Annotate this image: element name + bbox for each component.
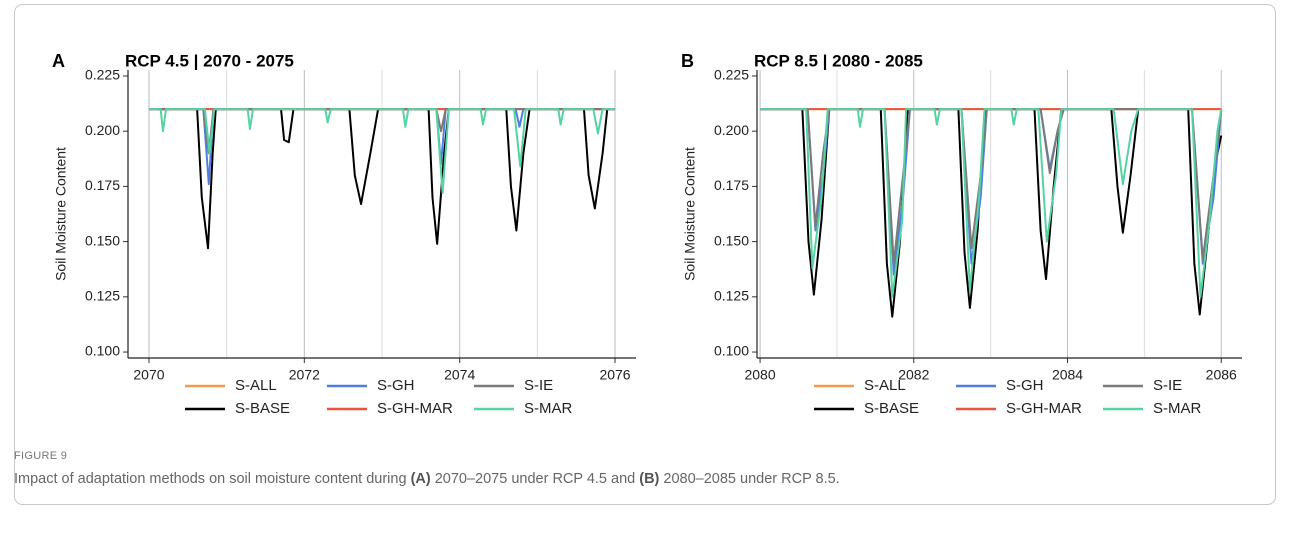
y-tick-label: 0.200 xyxy=(714,122,749,138)
x-tick-label: 2076 xyxy=(599,367,630,383)
y-tick-label: 0.200 xyxy=(85,122,120,138)
figure-label: FIGURE 9 xyxy=(14,450,67,462)
legend-label: S-BASE xyxy=(864,400,919,417)
caption-part: (A) xyxy=(411,471,431,487)
x-tick-label: 2072 xyxy=(289,367,320,383)
y-axis-label: Soil Moisture Content xyxy=(53,147,69,281)
figure-caption: Impact of adaptation methods on soil moi… xyxy=(14,471,840,487)
legend-label: S-ALL xyxy=(864,377,906,394)
legend-label: S-GH-MAR xyxy=(377,400,453,417)
x-tick-label: 2082 xyxy=(898,367,929,383)
y-tick-label: 0.125 xyxy=(85,288,120,304)
caption-part: (B) xyxy=(639,471,659,487)
chart-title: RCP 4.5 | 2070 - 2075 xyxy=(125,51,294,70)
legend-label: S-IE xyxy=(524,377,553,394)
x-tick-label: 2074 xyxy=(444,367,475,383)
y-tick-label: 0.150 xyxy=(714,232,749,248)
y-tick-label: 0.225 xyxy=(714,67,749,83)
y-tick-label: 0.125 xyxy=(714,288,749,304)
legend-label: S-MAR xyxy=(524,400,573,417)
x-tick-label: 2080 xyxy=(744,367,775,383)
panel-label: A xyxy=(52,51,65,71)
caption-part: 2070–2075 under RCP 4.5 and xyxy=(431,471,640,487)
legend-label: S-ALL xyxy=(235,377,277,394)
legend-label: S-BASE xyxy=(235,400,290,417)
y-tick-label: 0.175 xyxy=(714,177,749,193)
legend-label: S-MAR xyxy=(1153,400,1202,417)
x-tick-label: 2070 xyxy=(133,367,164,383)
caption-part: 2080–2085 under RCP 8.5. xyxy=(659,471,839,487)
legend-label: S-GH xyxy=(377,377,415,394)
legend-label: S-IE xyxy=(1153,377,1182,394)
x-tick-label: 2084 xyxy=(1052,367,1083,383)
series-line xyxy=(148,108,616,195)
legend-label: S-GH xyxy=(1006,377,1044,394)
legend-label: S-GH-MAR xyxy=(1006,400,1082,417)
y-tick-label: 0.175 xyxy=(85,177,120,193)
panel-label: B xyxy=(681,51,694,71)
caption-part: Impact of adaptation methods on soil moi… xyxy=(14,471,411,487)
figure-frame xyxy=(14,4,1276,505)
x-tick-label: 2086 xyxy=(1206,367,1237,383)
series-line xyxy=(760,108,1223,298)
chart-title: RCP 8.5 | 2080 - 2085 xyxy=(754,51,923,70)
y-tick-label: 0.150 xyxy=(85,232,120,248)
y-tick-label: 0.100 xyxy=(714,343,749,359)
y-tick-label: 0.100 xyxy=(85,343,120,359)
y-axis-label: Soil Moisture Content xyxy=(682,147,698,281)
y-tick-label: 0.225 xyxy=(85,67,120,83)
